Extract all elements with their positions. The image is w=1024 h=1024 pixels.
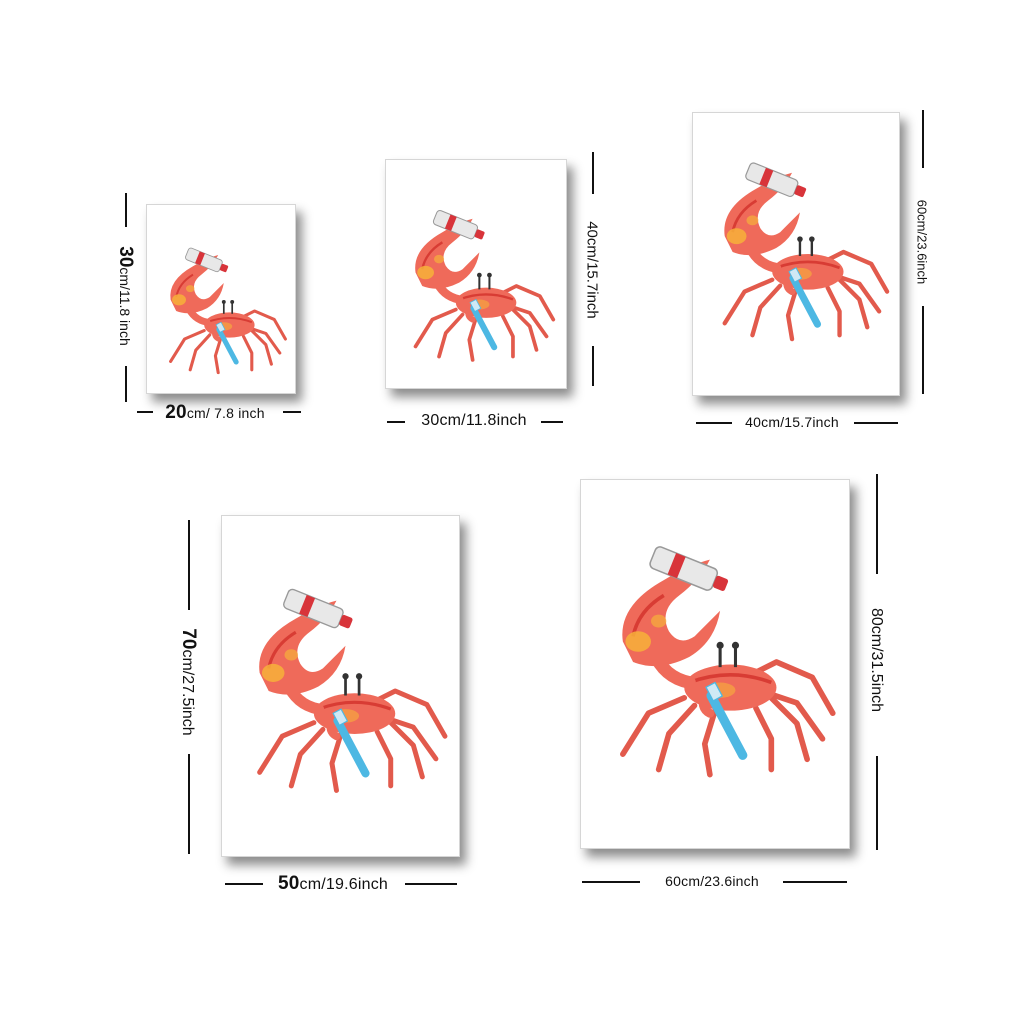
height-bar-top bbox=[592, 152, 594, 194]
width-bar-right bbox=[783, 881, 847, 883]
width-bar-left bbox=[225, 883, 263, 885]
crab-with-toothbrush-icon bbox=[222, 516, 459, 856]
print-frame-40x60 bbox=[692, 112, 900, 396]
width-bar-left bbox=[582, 881, 640, 883]
height-bar-top bbox=[922, 110, 924, 168]
height-bar-bottom bbox=[922, 306, 924, 394]
width-bar-left bbox=[387, 421, 405, 423]
height-label-50x70: 70cm/27.5inch bbox=[177, 628, 199, 735]
print-frame-20x30 bbox=[146, 204, 296, 394]
crab-with-toothbrush-icon bbox=[581, 480, 849, 848]
width-label-50x70: 50cm/19.6inch bbox=[278, 873, 388, 895]
height-bar-bottom bbox=[592, 346, 594, 386]
print-frame-50x70 bbox=[221, 515, 460, 857]
width-bar-right bbox=[854, 422, 898, 424]
width-label-60x80: 60cm/23.6inch bbox=[665, 873, 759, 889]
print-frame-30x40 bbox=[385, 159, 567, 389]
width-bar-right bbox=[283, 411, 301, 413]
crab-with-toothbrush-icon bbox=[386, 160, 566, 388]
crab-with-toothbrush-icon bbox=[693, 113, 899, 395]
height-label-60x80: 80cm/31.5inch bbox=[867, 608, 885, 712]
height-bar-top bbox=[188, 520, 190, 610]
width-label-40x60: 40cm/15.7inch bbox=[745, 414, 839, 430]
print-frame-60x80 bbox=[580, 479, 850, 849]
height-label-40x60: 60cm/23.6inch bbox=[915, 200, 930, 285]
height-bar-bottom bbox=[188, 754, 190, 854]
height-label-20x30: 30cm/11.8 inch bbox=[114, 246, 136, 345]
height-bar-top bbox=[876, 474, 878, 574]
height-bar-bottom bbox=[876, 756, 878, 850]
height-bar-bottom bbox=[125, 366, 127, 402]
crab-with-toothbrush-icon bbox=[147, 205, 295, 393]
width-bar-right bbox=[405, 883, 457, 885]
width-label-20x30: 20cm/ 7.8 inch bbox=[165, 402, 264, 424]
height-bar-top bbox=[125, 193, 127, 227]
width-bar-right bbox=[541, 421, 563, 423]
height-label-30x40: 40cm/15.7inch bbox=[584, 221, 601, 319]
width-bar-left bbox=[137, 411, 153, 413]
width-label-30x40: 30cm/11.8inch bbox=[421, 412, 526, 430]
width-bar-left bbox=[696, 422, 732, 424]
